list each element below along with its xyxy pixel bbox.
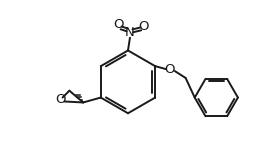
Text: O: O xyxy=(138,20,148,33)
Text: O: O xyxy=(55,93,66,106)
Text: O: O xyxy=(113,18,123,31)
Text: N: N xyxy=(125,26,134,39)
Text: O: O xyxy=(164,63,174,76)
